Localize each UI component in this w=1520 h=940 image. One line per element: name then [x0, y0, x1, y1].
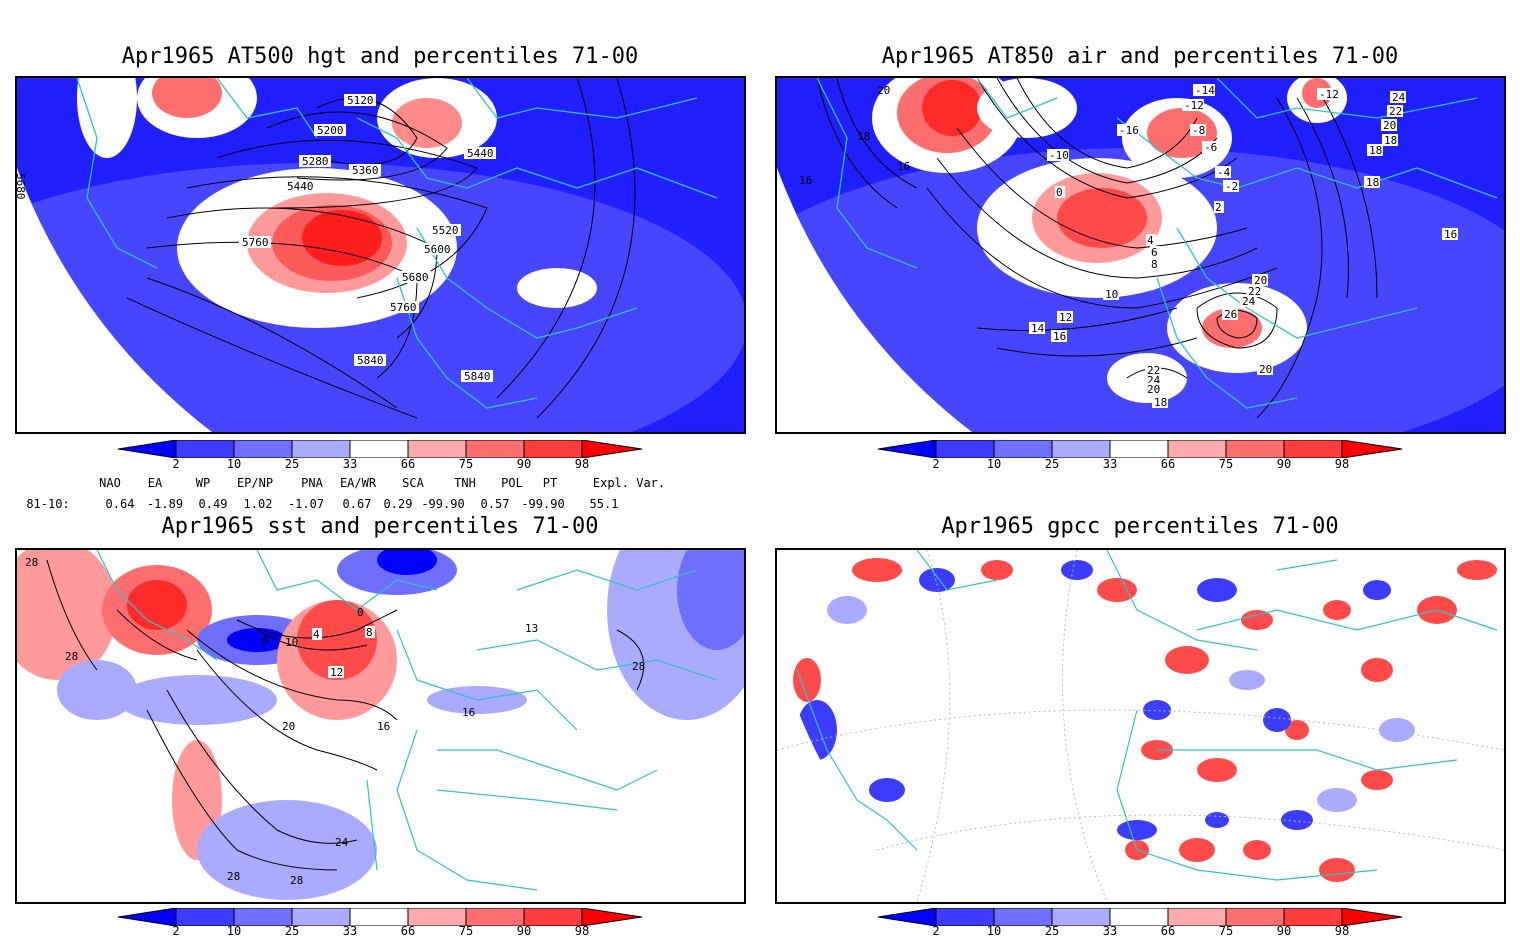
title-hgt500: Apr1965 AT500 hgt and percentiles 71-00: [121, 44, 639, 69]
title-gpcc: Apr1965 gpcc percentiles 71-00: [941, 514, 1339, 539]
contour-label: 22: [1147, 364, 1160, 377]
contour-label: -12: [1184, 99, 1204, 112]
contour-label: 8: [366, 626, 373, 639]
contour-label: 5280: [302, 155, 329, 168]
contour-label: 5600: [424, 243, 451, 256]
contour-label: 26: [1224, 308, 1237, 321]
contour-label: 16: [462, 706, 475, 719]
contour-label: 16: [1053, 330, 1066, 343]
colorbar-ticks-top-right: 2 10 25 33 66 75 90 98: [932, 457, 1350, 471]
title-air850: Apr1965 AT850 air and percentiles 71-00: [881, 44, 1399, 69]
contour-label: 22: [1248, 285, 1261, 298]
contour-label: -10: [1049, 149, 1069, 162]
contour-label: 18: [1369, 144, 1382, 157]
contour-label: 12: [330, 666, 343, 679]
contour-label: 6: [1151, 246, 1158, 259]
contour-label: 18: [1366, 176, 1379, 189]
map-panel-hgt500: 5120 5200 5280 5360 5440 5440 5520 5600 …: [15, 76, 746, 434]
teleconnection-values: 81-10: 0.64 -1.89 0.49 1.02 -1.07 0.67 0…: [26, 497, 619, 511]
contour-label: 5200: [317, 124, 344, 137]
contour-label: 10: [1105, 288, 1118, 301]
contour-label: 5760: [242, 236, 269, 249]
contour-label: 5840: [357, 354, 384, 367]
contour-label: 18: [857, 130, 870, 143]
colorbar-bottom-left: [118, 908, 643, 926]
colorbar-ticks-bottom-left: 2 10 25 33 66 75 90 98: [172, 924, 590, 938]
contour-label: 14: [1031, 322, 1045, 335]
contour-label: 5440: [287, 180, 314, 193]
contour-label: 20: [1259, 363, 1272, 376]
title-sst: Apr1965 sst and percentiles 71-00: [161, 514, 599, 539]
contour-label: 20: [1254, 274, 1267, 287]
map-panel-sst: 28 28 0 4 8 10 12 16 16 20 24 28 28 0 13…: [15, 548, 746, 904]
contour-label: 18: [1154, 396, 1167, 409]
map-panel-gpcc: [775, 548, 1506, 904]
contour-label: 20: [1147, 383, 1160, 396]
contour-label: 16: [897, 160, 910, 173]
contour-label: 16: [799, 174, 812, 187]
contour-label: -16: [1119, 124, 1139, 137]
contour-label: 5760: [390, 301, 417, 314]
contour-label: 5680: [17, 173, 27, 200]
contour-label: 28: [65, 650, 78, 663]
contour-label: -6: [1204, 141, 1217, 154]
contour-label: -14: [1195, 84, 1215, 97]
contour-label: 16: [1444, 228, 1457, 241]
contour-label: 0: [357, 606, 364, 619]
contour-label: -2: [1225, 180, 1238, 193]
contour-label: 28: [632, 660, 645, 673]
contour-label: 24: [1242, 295, 1256, 308]
contour-label: 28: [227, 870, 240, 883]
contour-label: 13: [525, 622, 538, 635]
contour-label: 24: [1392, 91, 1406, 104]
contour-label: 16: [377, 720, 390, 733]
colorbar-bottom-right: [878, 908, 1403, 926]
contour-label: 0: [1056, 186, 1063, 199]
contour-label: 20: [877, 84, 890, 97]
contour-label: 20: [282, 720, 295, 733]
contour-label: -12: [1319, 88, 1339, 101]
colorbar-top-right: [878, 440, 1403, 458]
contour-label: 20: [1383, 119, 1396, 132]
contour-label: 8: [1151, 258, 1158, 271]
teleconnection-headers: NAO EA WP EP/NP PNA EA/WR SCA TNH POL PT…: [99, 476, 666, 490]
contour-label: 2: [1215, 201, 1222, 214]
contour-label: 5520: [432, 224, 459, 237]
contour-label: 4: [1147, 234, 1154, 247]
contour-label: 5120: [347, 94, 374, 107]
contour-label: 12: [1059, 311, 1072, 324]
contour-label: 5680: [402, 271, 429, 284]
contour-label: 22: [1389, 105, 1402, 118]
contour-label: 28: [290, 874, 303, 887]
contour-label: 5840: [464, 370, 491, 383]
contour-label: 5360: [352, 164, 379, 177]
contour-label: 28: [25, 556, 38, 569]
colorbar-top-left: [118, 440, 643, 458]
colorbar-ticks-bottom-right: 2 10 25 33 66 75 90 98: [932, 924, 1350, 938]
colorbar-ticks-top-left: 2 10 25 33 66 75 90 98: [172, 457, 590, 471]
contour-label: 5440: [467, 147, 494, 160]
contour-label: 0: [262, 634, 269, 647]
contour-label: 24: [335, 836, 349, 849]
map-panel-air850: 20 18 16 16 -14 -12 -10 -16 -8 -6 -4 -2 …: [775, 76, 1506, 434]
contour-label: -8: [1192, 124, 1205, 137]
contour-label: 18: [1384, 134, 1397, 147]
contour-label: 10: [285, 636, 298, 649]
contour-label: -4: [1217, 166, 1231, 179]
contour-label: 4: [313, 628, 320, 641]
